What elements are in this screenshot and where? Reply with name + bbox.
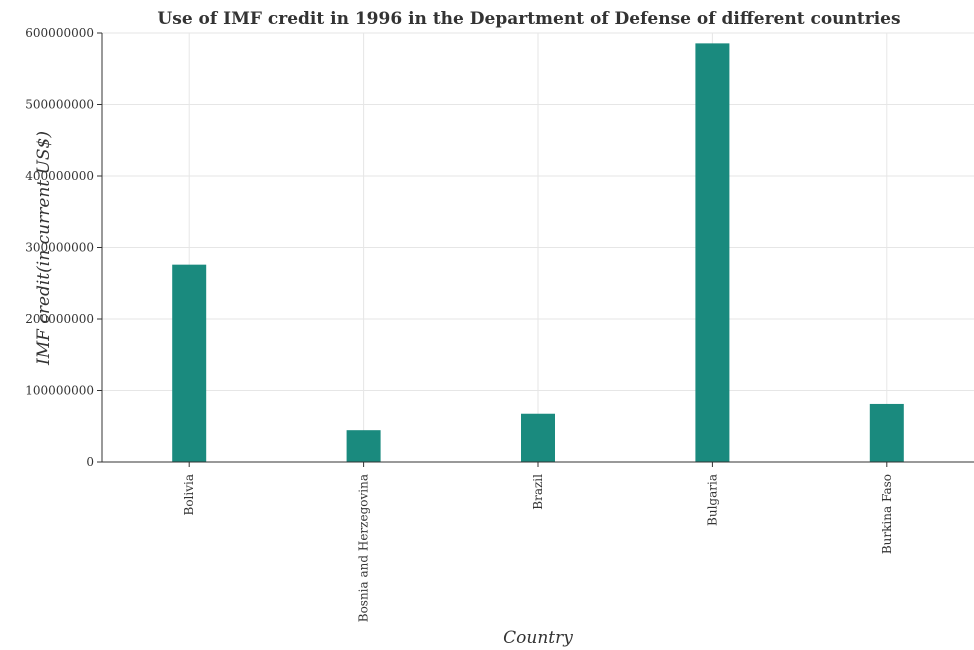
- y-tick-label: 100000000: [25, 384, 94, 398]
- x-tick-label: Brazil: [531, 474, 545, 510]
- bars: [172, 43, 904, 463]
- y-ticks: 0 100000000 200000000 300000000 400000000 500…: [25, 26, 102, 469]
- y-tick-label: 200000000: [25, 312, 94, 326]
- bar-bosnia-and-herzegovina: [346, 430, 381, 462]
- chart-title: Use of IMF credit in 1996 in the Departm…: [157, 9, 900, 29]
- y-tick-label: 400000000: [25, 169, 94, 183]
- x-axis-label: Country: [503, 628, 573, 648]
- bar-brazil: [521, 413, 555, 462]
- y-tick-label: 500000000: [25, 98, 94, 112]
- x-tick-label: Burkina Faso: [880, 474, 894, 554]
- y-tick-label: 600000000: [25, 26, 94, 40]
- x-ticks: Bolivia Bosnia and Herzegovina Brazil Bulga…: [182, 462, 894, 622]
- x-tick-label: Bulgaria: [705, 474, 719, 526]
- y-tick-label: 300000000: [25, 241, 94, 255]
- x-tick-label: Bolivia: [182, 474, 196, 516]
- bar-burkina-faso: [869, 403, 904, 462]
- bar-bolivia: [172, 264, 207, 462]
- y-axis-label: IMF credit(in current US$): [34, 131, 54, 366]
- x-tick-label: Bosnia and Herzegovina: [357, 474, 371, 622]
- y-tick-label: 0: [86, 455, 94, 469]
- grid: [102, 32, 974, 463]
- bar-bulgaria: [695, 43, 730, 463]
